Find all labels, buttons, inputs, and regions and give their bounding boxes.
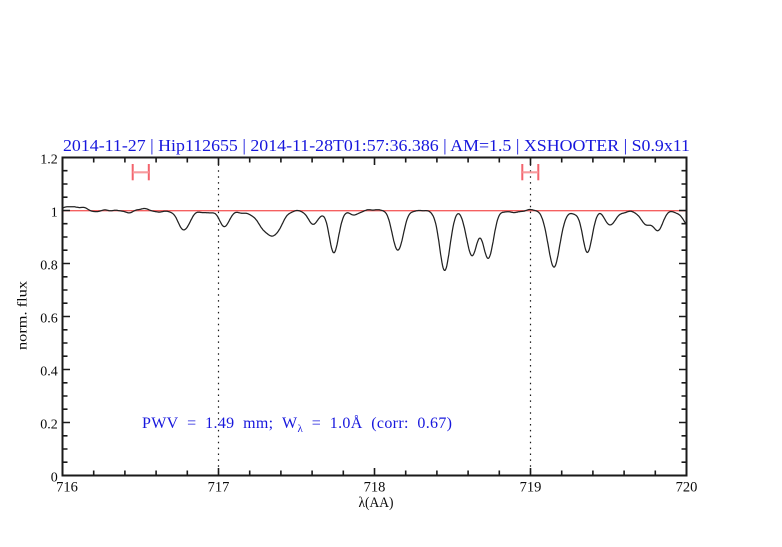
svg-text:1.2: 1.2 <box>40 153 58 168</box>
svg-text:718: 718 <box>364 480 386 496</box>
svg-text:PWV = 1.49 mm; Wλ = 1.0Å: PWV = 1.49 mm; Wλ = 1.0Å (corr: 0.67) <box>142 414 452 435</box>
svg-text:719: 719 <box>520 480 542 496</box>
svg-text:717: 717 <box>208 480 230 496</box>
svg-text:716: 716 <box>56 480 78 496</box>
svg-text:720: 720 <box>676 480 698 496</box>
svg-text:0.8: 0.8 <box>40 259 58 274</box>
svg-text:2014-11-27 | Hip112655 | 2014-: 2014-11-27 | Hip112655 | 2014-11-28T01:5… <box>63 136 690 155</box>
svg-text:0.6: 0.6 <box>40 312 58 327</box>
svg-text:0.4: 0.4 <box>40 365 58 380</box>
svg-text:1: 1 <box>51 206 58 221</box>
svg-text:0.2: 0.2 <box>40 418 58 433</box>
svg-text:λ(AA): λ(AA) <box>359 495 394 511</box>
svg-text:norm. flux: norm. flux <box>16 281 31 350</box>
svg-text:0: 0 <box>51 471 58 486</box>
